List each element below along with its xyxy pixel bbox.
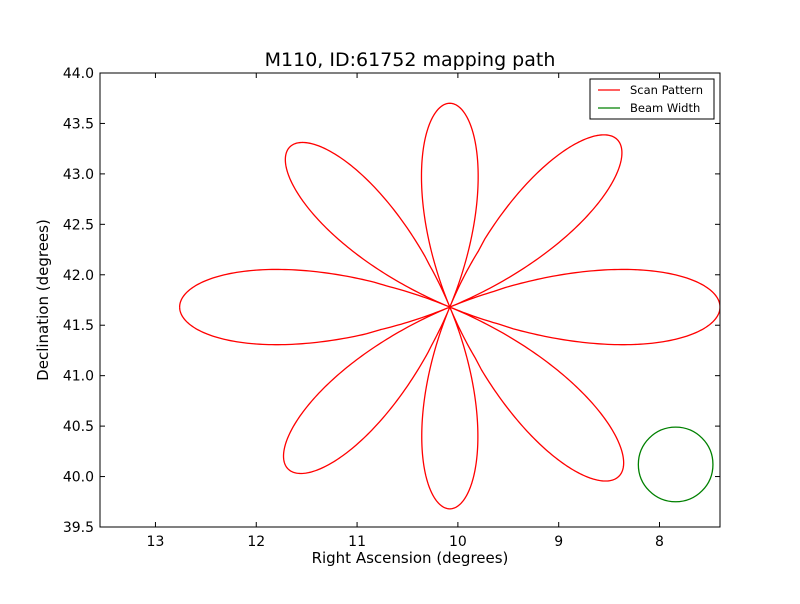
- x-tick-label: 13: [147, 534, 165, 550]
- y-tick-label: 40.5: [63, 419, 94, 435]
- legend-label-scan-pattern: Scan Pattern: [630, 83, 703, 97]
- chart-title: M110, ID:61752 mapping path: [265, 49, 556, 71]
- y-tick-label: 39.5: [63, 520, 94, 536]
- x-tick-label: 12: [247, 534, 265, 550]
- y-tick-label: 42.5: [63, 217, 94, 233]
- y-axis-label: Declination (degrees): [34, 219, 52, 381]
- y-tick-label: 41.5: [63, 318, 94, 334]
- plot-area: 13 12 11 10 9 8 39.5 40.0 40.5 41.0 41.5 42.0 42.5 4…: [63, 66, 721, 550]
- axes-frame: [99, 72, 721, 528]
- y-tick-label: 40.0: [63, 470, 94, 486]
- x-axis-label: Right Ascension (degrees): [312, 549, 509, 567]
- y-tick-label: 43.5: [63, 116, 94, 132]
- scan-pattern-line: [178, 102, 720, 510]
- x-tick-label: 8: [655, 534, 664, 550]
- legend: Scan Pattern Beam Width: [589, 78, 715, 120]
- y-tick-label: 41.0: [63, 369, 94, 385]
- x-tick-label: 10: [449, 534, 467, 550]
- y-axis-ticks: 39.5 40.0 40.5 41.0 41.5 42.0 42.5 43.0 43.5 44.0: [63, 66, 720, 536]
- legend-frame: [589, 78, 715, 120]
- y-tick-label: 42.0: [63, 268, 94, 284]
- x-tick-label: 11: [348, 534, 366, 550]
- y-tick-label: 43.0: [63, 167, 94, 183]
- y-tick-label: 44.0: [63, 66, 94, 82]
- data-layer: [178, 102, 720, 510]
- legend-label-beam-width: Beam Width: [630, 101, 700, 115]
- beam-width-circle: [637, 426, 714, 503]
- x-axis-ticks: 13 12 11 10 9 8: [147, 73, 664, 550]
- x-tick-label: 9: [554, 534, 563, 550]
